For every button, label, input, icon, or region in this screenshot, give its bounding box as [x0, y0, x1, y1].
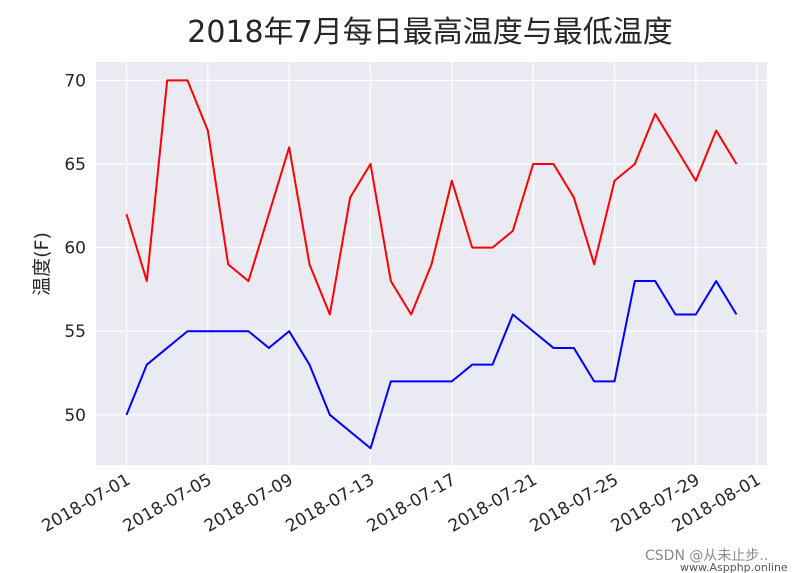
x-tick-label: 2018-07-17: [364, 470, 460, 537]
y-tick-label: 65: [64, 155, 86, 175]
line: [125, 79, 738, 316]
x-tick-label: 2018-07-09: [201, 470, 297, 537]
x-tick-label: 2018-07-21: [445, 470, 541, 537]
x-tick-label: 2018-07-05: [120, 470, 216, 537]
y-tick-label: 70: [64, 71, 86, 91]
y-tick-label: 60: [64, 239, 86, 259]
y-tick-label: 50: [64, 406, 86, 426]
x-tick-label: 2018-07-25: [526, 470, 622, 537]
watermark-site: www.Aspphp.online: [680, 561, 788, 573]
chart-title: 2018年7月每日最高温度与最低温度: [187, 15, 672, 50]
watermark: CSDN @从未止步..: [645, 548, 768, 564]
line: [125, 280, 738, 450]
x-tick-label: 2018-07-01: [38, 470, 134, 537]
y-axis-label: 温度(F): [31, 232, 53, 296]
y-tick-label: 55: [64, 322, 86, 342]
x-tick-label: 2018-07-13: [282, 470, 378, 537]
